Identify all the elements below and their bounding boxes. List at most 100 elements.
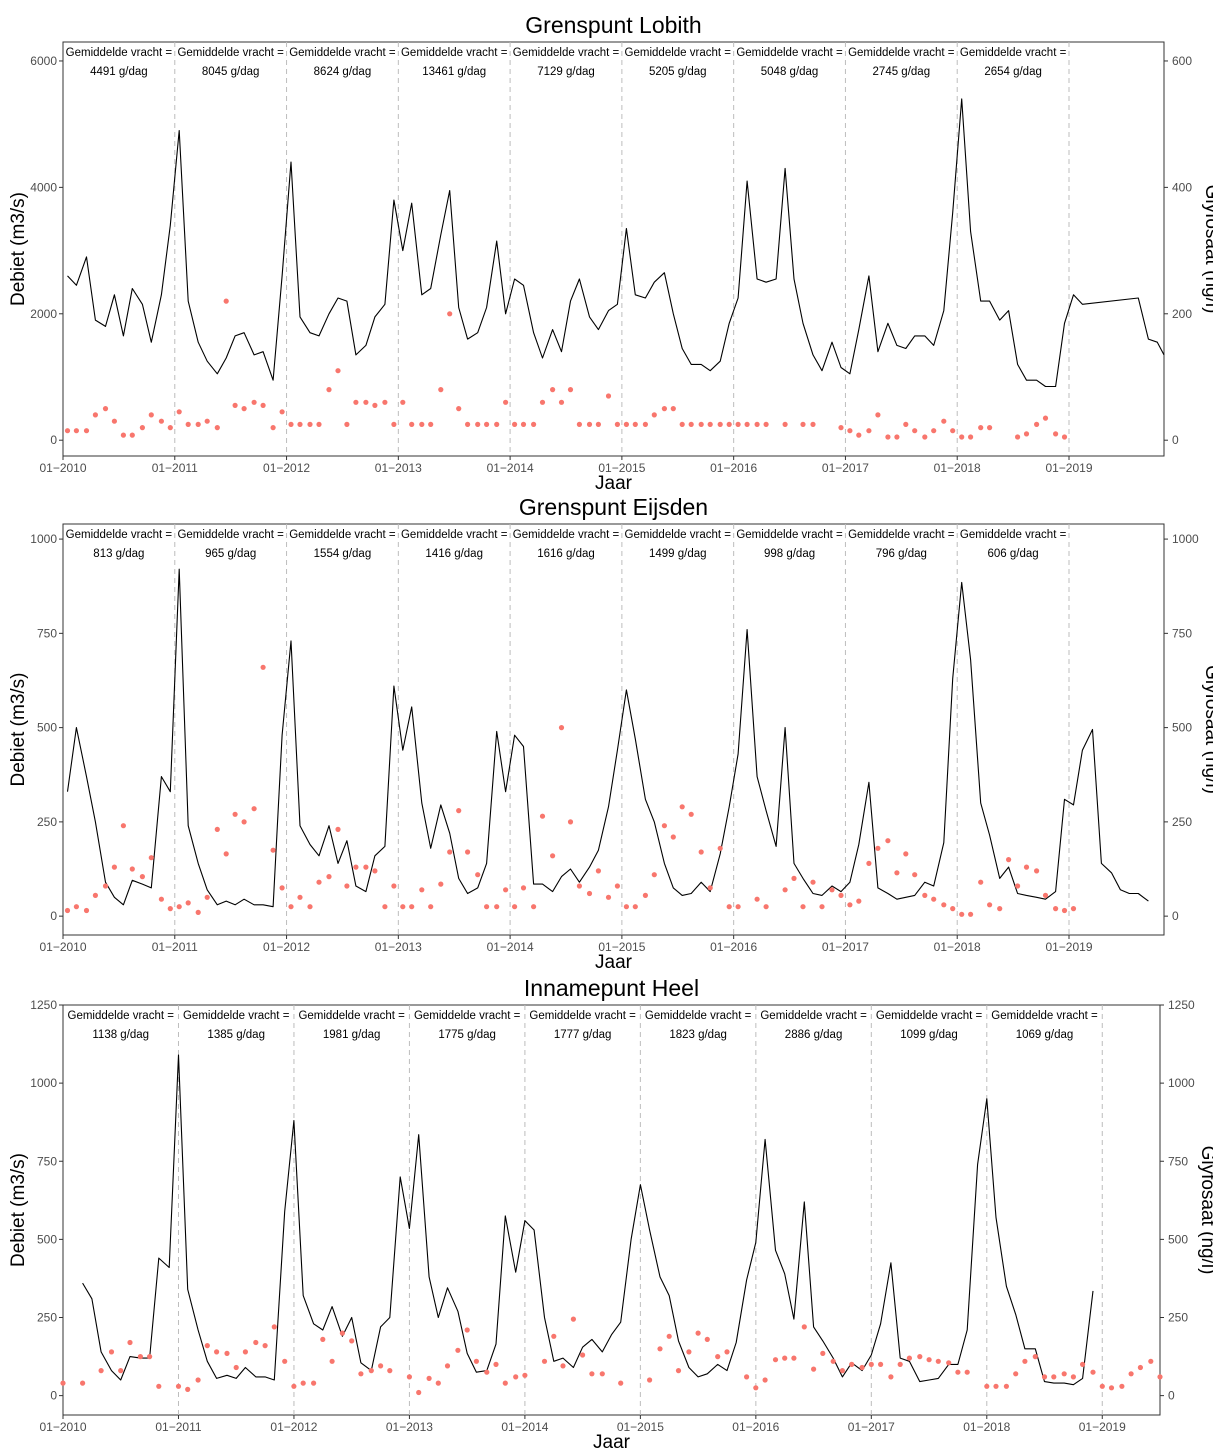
glyphosate-point xyxy=(262,1343,268,1349)
glyphosate-point xyxy=(1157,1374,1163,1380)
glyphosate-point xyxy=(726,904,732,910)
y-tick-label: 500 xyxy=(37,721,57,735)
annotation-label: Gemiddelde vracht = xyxy=(298,1010,405,1022)
glyphosate-point xyxy=(997,906,1003,912)
x-tick-label: 01−2018 xyxy=(963,1420,1010,1434)
glyphosate-point xyxy=(279,885,285,891)
glyphosate-point xyxy=(148,855,154,861)
glyphosate-point xyxy=(903,851,909,857)
glyphosate-point xyxy=(754,421,760,427)
glyphosate-point xyxy=(195,1377,201,1383)
glyphosate-point xyxy=(735,421,741,427)
glyphosate-point xyxy=(1034,868,1040,874)
glyphosate-point xyxy=(539,399,546,405)
glyphosate-point xyxy=(1022,1358,1028,1364)
annotation-value: 1616 g/dag xyxy=(537,548,595,560)
x-tick-label: 01−2014 xyxy=(501,1420,548,1434)
glyphosate-point xyxy=(763,421,769,427)
glyphosate-point xyxy=(102,883,109,889)
glyphosate-point xyxy=(447,311,453,317)
glyphosate-point xyxy=(137,1354,143,1360)
glyphosate-point xyxy=(1061,1371,1067,1377)
annotation-label: Gemiddelde vracht = xyxy=(414,1010,521,1022)
annotation-label: Gemiddelde vracht = xyxy=(736,47,843,59)
glyphosate-point xyxy=(894,870,900,876)
glyphosate-point xyxy=(576,421,583,427)
glyphosate-point xyxy=(941,902,947,908)
glyphosate-point xyxy=(83,428,90,434)
glyphosate-point xyxy=(570,1316,577,1322)
glyphosate-point xyxy=(503,399,509,405)
glyphosate-point xyxy=(820,1350,826,1356)
glyphosate-point xyxy=(993,1383,999,1389)
y-axis-title: Debiet (m3/s) xyxy=(8,192,29,306)
glyphosate-point xyxy=(931,896,937,902)
x-tick-label: 01−2015 xyxy=(598,940,645,954)
glyphosate-point xyxy=(811,1366,817,1372)
glyphosate-point xyxy=(1137,1364,1143,1371)
glyphosate-point xyxy=(941,418,947,424)
glyphosate-point xyxy=(1034,421,1040,427)
glyphosate-point xyxy=(558,725,565,731)
glyphosate-point xyxy=(679,421,685,427)
glyphosate-point xyxy=(632,904,638,910)
x-axis-title: Jaar xyxy=(595,473,633,494)
x-axis-title: Jaar xyxy=(595,952,633,973)
glyphosate-point xyxy=(339,1330,345,1336)
glyphosate-point xyxy=(92,412,98,418)
x-tick-label: 01−2017 xyxy=(822,461,869,475)
y-tick-label: 2000 xyxy=(30,307,57,321)
glyphosate-point xyxy=(819,904,825,910)
x-tick-label: 01−2018 xyxy=(934,940,981,954)
glyphosate-point xyxy=(707,421,713,427)
glyphosate-point xyxy=(614,883,621,889)
annotation-value: 4491 g/dag xyxy=(90,66,148,78)
glyphosate-point xyxy=(291,1383,297,1389)
glyphosate-point xyxy=(372,402,378,408)
y-tick-label: 500 xyxy=(37,1232,57,1246)
glyphosate-point xyxy=(968,434,974,440)
glyphosate-point xyxy=(1023,864,1030,870)
y-right-tick-label: 1000 xyxy=(1172,532,1199,546)
glyphosate-point xyxy=(959,911,965,917)
annotation-value: 998 g/dag xyxy=(764,548,815,560)
glyphosate-point xyxy=(185,421,191,427)
glyphosate-point xyxy=(1128,1371,1134,1377)
x-tick-label: 01−2011 xyxy=(155,1420,201,1434)
glyphosate-point xyxy=(744,421,750,427)
glyphosate-point xyxy=(253,1339,259,1346)
glyphosate-point xyxy=(311,1380,317,1386)
glyphosate-point xyxy=(1099,1383,1105,1389)
glyphosate-point xyxy=(233,1364,239,1371)
glyphosate-point xyxy=(1006,857,1012,863)
y-right-tick-label: 0 xyxy=(1172,433,1179,447)
glyphosate-point xyxy=(1061,907,1068,914)
glyphosate-point xyxy=(1070,1374,1076,1380)
y-right-axis-title: Glyfosaat (ng/l) xyxy=(1197,1146,1213,1275)
glyphosate-point xyxy=(64,907,71,914)
glyphosate-point xyxy=(148,412,154,418)
annotation-value: 1099 g/dag xyxy=(900,1029,958,1041)
glyphosate-point xyxy=(316,421,322,427)
glyphosate-point xyxy=(1041,1374,1048,1380)
glyphosate-point xyxy=(511,421,518,427)
glyphosate-point xyxy=(520,421,527,427)
glyphosate-point xyxy=(917,1354,923,1360)
annotation-value: 1775 g/dag xyxy=(438,1029,496,1041)
glyphosate-point xyxy=(589,1371,595,1377)
glyphosate-point xyxy=(1042,892,1049,899)
glyphosate-point xyxy=(204,418,210,424)
annotation-value: 1138 g/dag xyxy=(92,1029,149,1041)
y-tick-label: 0 xyxy=(50,1389,57,1403)
glyphosate-point xyxy=(409,904,415,910)
plot-frame xyxy=(62,523,1165,936)
y-right-tick-label: 250 xyxy=(1168,1311,1188,1325)
glyphosate-point xyxy=(419,421,425,427)
glyphosate-point xyxy=(866,860,872,867)
glyphosate-point xyxy=(642,892,649,899)
chart-title: Grenspunt Eijsden xyxy=(519,494,708,520)
glyphosate-point xyxy=(791,875,797,882)
y-right-tick-label: 750 xyxy=(1172,626,1192,640)
chart-panel-2: Grenspunt Eijsden 0 250 500 750 1000 0 250 500 75… xyxy=(8,494,1213,973)
glyphosate-point xyxy=(156,1383,162,1389)
